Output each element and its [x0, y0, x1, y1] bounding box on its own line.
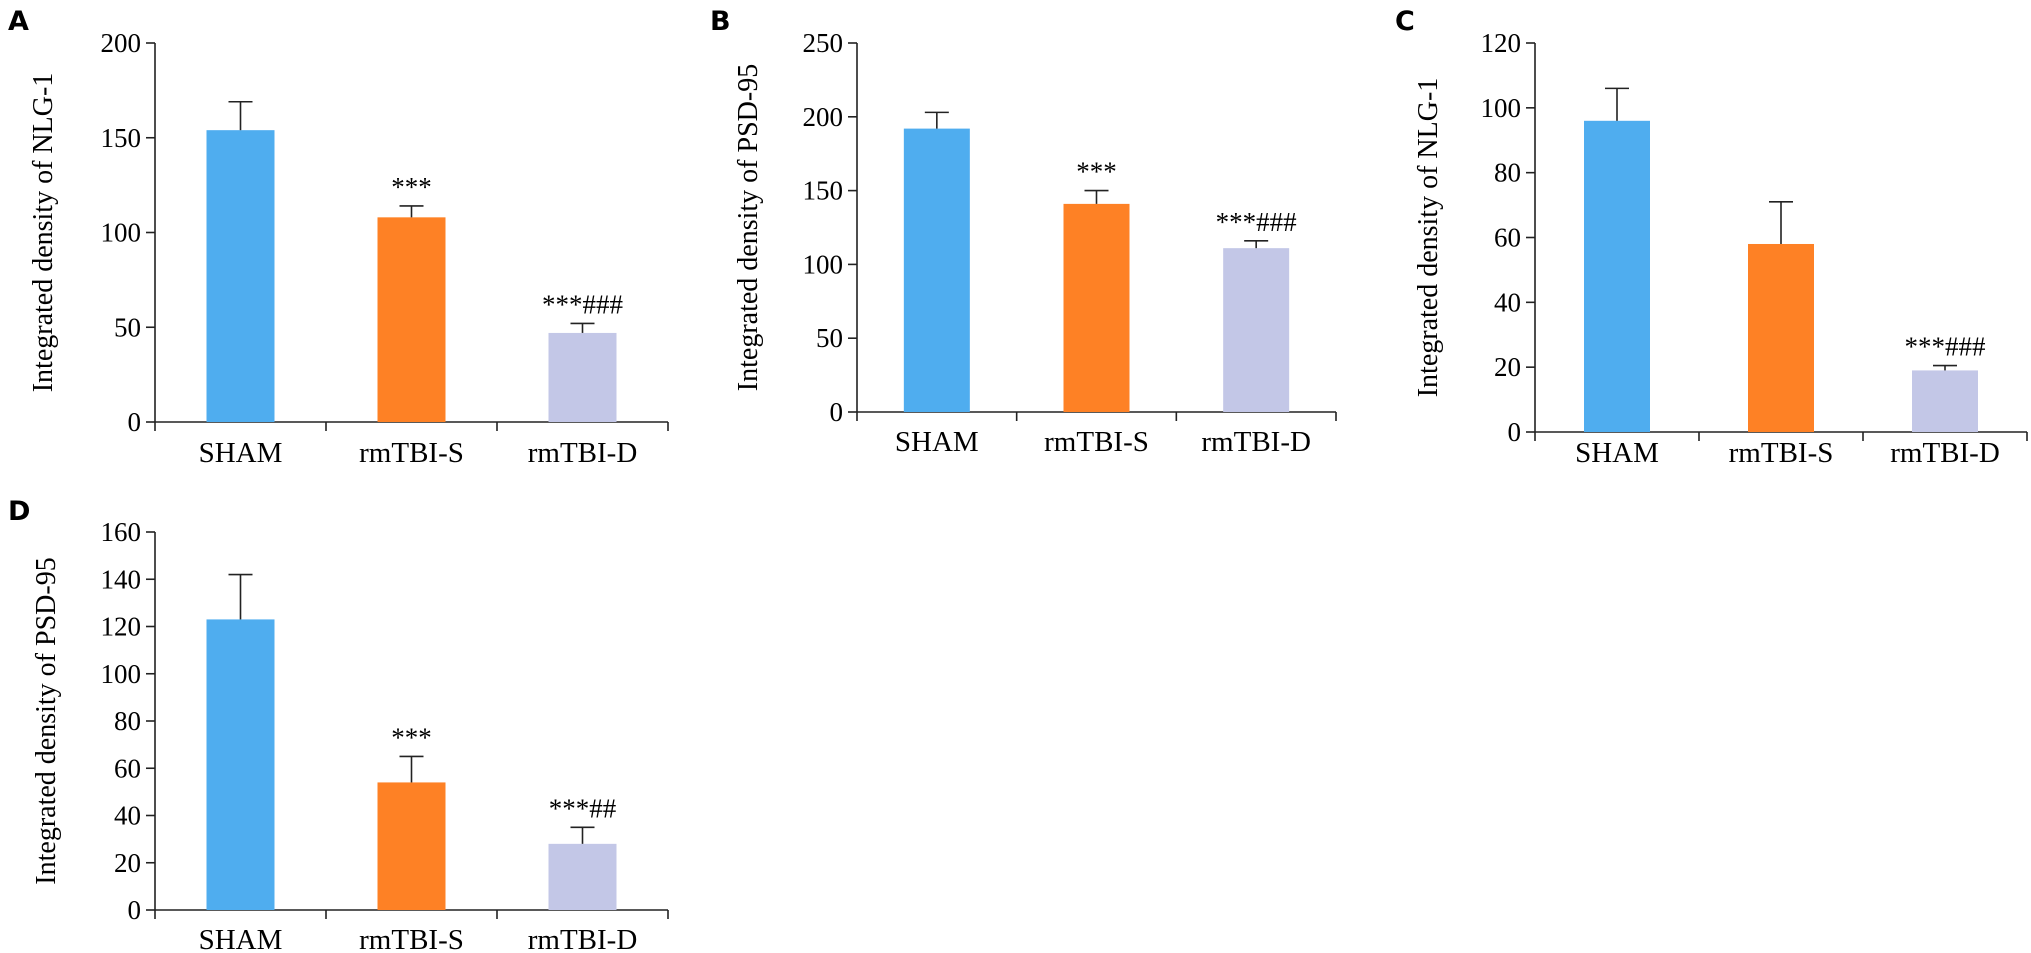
bar-sham: [903, 128, 970, 412]
y-tick-label: 200: [803, 102, 844, 132]
bar-rmtbi-d: [1223, 248, 1290, 412]
y-tick-label: 0: [1508, 417, 1522, 447]
significance-label: ***: [391, 172, 432, 202]
chart-svg-d: D 0 20 40 60 80 100 120 140 160 Integrated density…: [8, 496, 669, 953]
y-tick-label: 160: [101, 517, 142, 547]
significance-label: ***###: [1905, 332, 1987, 362]
y-tick-label: 50: [816, 323, 843, 353]
y-axis-label: Integrated density of NLG-1: [1413, 78, 1444, 398]
bar-rmtbi-s: [1748, 243, 1814, 432]
x-category-label: SHAM: [895, 426, 979, 458]
panel-letter: B: [710, 6, 731, 37]
x-category-label: rmTBI-D: [528, 924, 638, 953]
significance-label: ***: [391, 722, 432, 752]
chart-svg-c: C 0 20 40 60 80 100 120 Integrated density of NL…: [1395, 6, 2028, 469]
significance-label: ***##: [549, 793, 617, 823]
chart-panel-a: A 0 50 100 150 200 Integrated density of NLG-1…: [0, 0, 680, 480]
x-category-label: rmTBI-S: [359, 437, 464, 469]
bar-sham: [1584, 120, 1650, 433]
x-category-label: rmTBI-S: [359, 924, 464, 953]
x-category-label: SHAM: [199, 924, 283, 953]
x-category-label: rmTBI-D: [528, 437, 638, 469]
panel-letter: C: [1395, 6, 1415, 37]
x-category-label: rmTBI-S: [1729, 437, 1834, 469]
bar-rmtbi-d: [548, 332, 617, 422]
bar-rmtbi-s: [377, 217, 446, 422]
y-tick-label: 120: [101, 612, 142, 642]
panel-letter: D: [8, 496, 30, 527]
bar-rmtbi-s: [377, 782, 446, 910]
y-tick-label: 0: [128, 895, 142, 925]
bar-rmtbi-d: [1912, 370, 1978, 432]
bar-sham: [206, 619, 275, 910]
y-tick-label: 200: [101, 28, 142, 58]
y-tick-label: 40: [114, 801, 141, 831]
chart-svg-b: B 0 50 100 150 200 250 Integrated density of PS…: [710, 6, 1337, 458]
y-tick-label: 80: [1494, 158, 1521, 188]
y-tick-label: 60: [1494, 223, 1521, 253]
y-tick-label: 80: [114, 706, 141, 736]
chart-svg-a: A 0 50 100 150 200 Integrated density of NLG-1…: [8, 6, 669, 469]
y-tick-label: 40: [1494, 287, 1521, 317]
y-tick-label: 140: [101, 564, 142, 594]
significance-label: ***: [1076, 157, 1117, 187]
y-axis-label: Integrated density of PSD-95: [31, 557, 62, 884]
y-tick-label: 100: [803, 249, 844, 279]
bar-rmtbi-s: [1063, 203, 1130, 412]
panel-letter: A: [8, 6, 29, 37]
y-axis-label: Integrated density of PSD-95: [733, 64, 764, 391]
chart-panel-d: D 0 20 40 60 80 100 120 140 160 Integrated density…: [0, 490, 680, 953]
chart-panel-c: C 0 20 40 60 80 100 120 Integrated density of NL…: [1385, 0, 2031, 490]
y-tick-label: 20: [114, 848, 141, 878]
significance-label: ***###: [1216, 207, 1298, 237]
y-tick-label: 120: [1481, 28, 1522, 58]
x-category-label: SHAM: [1575, 437, 1659, 469]
x-category-label: rmTBI-D: [1201, 426, 1311, 458]
bar-sham: [206, 130, 275, 423]
y-tick-label: 60: [114, 753, 141, 783]
y-tick-label: 0: [830, 397, 844, 427]
y-tick-label: 20: [1494, 352, 1521, 382]
bar-rmtbi-d: [548, 843, 617, 910]
y-tick-label: 150: [101, 123, 142, 153]
x-category-label: SHAM: [199, 437, 283, 469]
significance-label: ***###: [542, 289, 624, 319]
y-tick-label: 0: [128, 407, 142, 437]
y-tick-label: 50: [114, 312, 141, 342]
x-category-label: rmTBI-S: [1044, 426, 1149, 458]
y-axis-label: Integrated density of NLG-1: [28, 73, 59, 393]
y-tick-label: 100: [101, 218, 142, 248]
y-tick-label: 100: [1481, 93, 1522, 123]
y-tick-label: 250: [803, 28, 844, 58]
y-tick-label: 100: [101, 659, 142, 689]
x-category-label: rmTBI-D: [1890, 437, 2000, 469]
chart-panel-b: B 0 50 100 150 200 250 Integrated density of PS…: [700, 0, 1380, 480]
y-tick-label: 150: [803, 176, 844, 206]
